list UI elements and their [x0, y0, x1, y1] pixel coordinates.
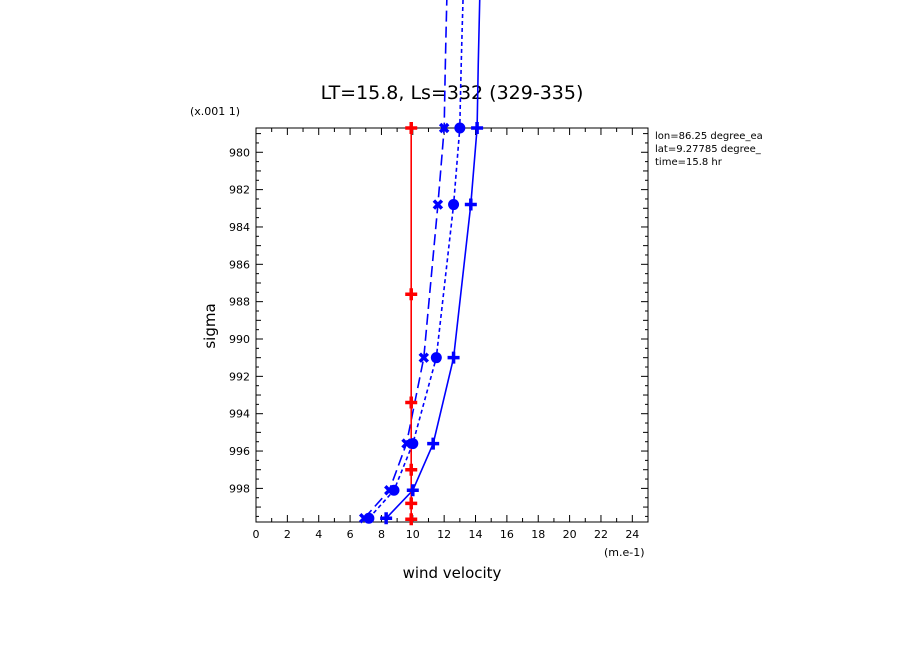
series-line-0 [385, 0, 481, 519]
data-point [430, 352, 442, 364]
y-tick-label: 992 [229, 370, 250, 383]
data-point [401, 438, 412, 449]
data-point [427, 437, 440, 450]
x-tick-label: 2 [284, 528, 291, 541]
y-axis-label: sigma [201, 303, 219, 348]
data-point [405, 497, 418, 510]
data-point [380, 512, 393, 525]
info-lon: lon=86.25 degree_ea [655, 131, 763, 142]
x-tick-label: 14 [469, 528, 483, 541]
y-scale-note: (x.001 1) [190, 105, 240, 118]
series-line-1 [368, 0, 464, 519]
x-tick-label: 8 [378, 528, 385, 541]
y-tick-label: 980 [229, 146, 250, 159]
data-point [418, 352, 430, 363]
series-lines [363, 0, 481, 520]
data-point [454, 122, 466, 134]
data-point [384, 485, 395, 496]
y-tick-label: 982 [229, 184, 250, 197]
data-point [405, 513, 418, 526]
y-tick-label: 998 [229, 482, 250, 495]
data-point [464, 198, 477, 211]
y-tick-label: 994 [229, 408, 250, 421]
data-point [471, 122, 484, 134]
data-point [405, 396, 418, 409]
data-point [405, 288, 418, 301]
x-axis-label: wind velocity [403, 564, 502, 582]
y-tick-label: 996 [229, 445, 250, 458]
data-point [438, 122, 450, 134]
y-tick-label: 984 [229, 221, 250, 234]
x-tick-label: 4 [315, 528, 322, 541]
chart-title: LT=15.8, Ls=332 (329-335) [321, 82, 584, 104]
data-point [405, 463, 418, 476]
series-line-2 [363, 0, 448, 519]
data-point [406, 484, 419, 497]
x-tick-label: 0 [253, 528, 260, 541]
data-point [432, 199, 444, 210]
series-markers [358, 122, 484, 526]
plot-frame [255, 127, 649, 523]
x-tick-label: 22 [594, 528, 608, 541]
x-tick-label: 18 [531, 528, 545, 541]
x-axis-unit: (m.e-1) [604, 546, 645, 559]
x-tick-label: 20 [563, 528, 577, 541]
x-tick-label: 6 [347, 528, 354, 541]
data-point [358, 513, 370, 524]
info-lat: lat=9.27785 degree_ [655, 144, 762, 155]
x-tick-label: 12 [437, 528, 451, 541]
info-time: time=15.8 hr [655, 157, 723, 168]
y-tick-label: 990 [229, 333, 250, 346]
y-tick-label: 986 [229, 258, 250, 271]
data-point [448, 199, 460, 211]
data-point [447, 351, 460, 364]
x-tick-label: 24 [625, 528, 639, 541]
x-tick-label: 16 [500, 528, 514, 541]
x-tick-label: 10 [406, 528, 420, 541]
data-point [405, 122, 418, 134]
y-tick-label: 988 [229, 296, 250, 309]
